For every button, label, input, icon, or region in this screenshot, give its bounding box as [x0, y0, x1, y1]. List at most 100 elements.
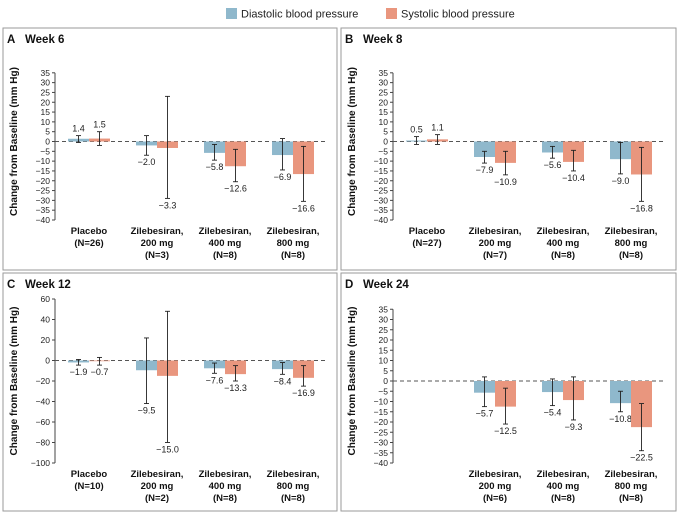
value-label-systolic: −0.7 — [91, 367, 109, 377]
y-tick-label: 5 — [383, 366, 388, 376]
category-n: (N=26) — [74, 238, 103, 249]
y-tick-label: 35 — [379, 68, 389, 78]
value-label-systolic: −10.9 — [494, 177, 517, 187]
value-label-diastolic: −7.6 — [206, 375, 224, 385]
category-dose: 200 mg — [479, 238, 512, 249]
y-tick-label: 30 — [41, 78, 51, 88]
bar-group: −7.9−10.9 Zilebesiran,200 mg(N=7) — [469, 141, 522, 261]
y-tick-label: 15 — [41, 107, 51, 117]
y-tick-label: 20 — [41, 335, 51, 345]
bar-group: −5.6−10.4 Zilebesiran,400 mg(N=8) — [537, 141, 590, 261]
value-label-systolic: −12.5 — [494, 426, 517, 436]
y-tick-label: 10 — [379, 117, 389, 127]
bar-group: −1.9 −0.7 Placebo(N=10) — [68, 356, 110, 492]
value-label-diastolic: −5.8 — [206, 162, 224, 172]
y-tick-label: 0 — [383, 137, 388, 147]
bar-group: 0.5 1.1 Placebo(N=27) — [406, 123, 448, 249]
category-n: (N=8) — [551, 493, 575, 504]
value-label-diastolic: −6.9 — [274, 172, 292, 182]
category-label: Zilebesiran, — [469, 226, 522, 237]
category-n: (N=27) — [412, 238, 441, 249]
y-tick-label: 15 — [379, 345, 389, 355]
category-dose: 200 mg — [479, 481, 512, 492]
value-label-systolic: −16.6 — [292, 203, 315, 213]
y-tick-label: 5 — [383, 127, 388, 137]
y-tick-label: 30 — [379, 315, 389, 325]
y-tick-label: −10 — [36, 156, 51, 166]
value-label-systolic: −13.3 — [224, 383, 247, 393]
value-label-systolic: 1.5 — [93, 120, 106, 130]
y-axis-label: Change from Baseline (mm Hg) — [9, 67, 20, 216]
panel-letter: C — [7, 279, 15, 291]
bar-group: −5.4−9.3 Zilebesiran,400 mg(N=8) — [537, 376, 590, 504]
y-tick-label: −40 — [36, 397, 51, 407]
y-tick-label: 20 — [379, 97, 389, 107]
category-n: (N=10) — [74, 481, 103, 492]
panel-title: Week 6 — [25, 34, 64, 46]
panel-title: Week 12 — [25, 279, 71, 291]
bar-diastolic — [474, 141, 495, 158]
category-dose: 400 mg — [547, 238, 580, 249]
category-label: Zilebesiran, — [131, 469, 184, 480]
bar-group: −9.0 −16.8 Zilebesiran,800 mg(N=8) — [605, 141, 658, 261]
value-label-diastolic: 0.5 — [410, 125, 423, 135]
category-label: Zilebesiran, — [537, 469, 590, 480]
category-n: (N=8) — [281, 250, 305, 261]
category-dose: 400 mg — [209, 238, 242, 249]
category-n: (N=8) — [619, 493, 643, 504]
category-dose: 400 mg — [547, 481, 580, 492]
y-tick-label: −20 — [36, 176, 51, 186]
legend-label-diastolic: Diastolic blood pressure — [241, 9, 358, 21]
category-label: Placebo — [71, 226, 108, 237]
category-dose: 200 mg — [141, 481, 174, 492]
category-n: (N=8) — [213, 493, 237, 504]
y-tick-label: −15 — [374, 407, 389, 417]
y-tick-label: 30 — [379, 78, 389, 88]
y-tick-label: 5 — [45, 127, 50, 137]
category-dose: 400 mg — [209, 481, 242, 492]
y-tick-label: −30 — [374, 438, 389, 448]
value-label-diastolic: −5.7 — [476, 409, 494, 419]
y-tick-label: −20 — [36, 376, 51, 386]
value-label-systolic: −10.4 — [562, 173, 585, 183]
y-tick-label: −35 — [374, 448, 389, 458]
y-tick-label: −20 — [374, 417, 389, 427]
bar-group: −7.6−13.3 Zilebesiran,400 mg(N=8) — [199, 360, 252, 504]
value-label-systolic: −22.5 — [630, 453, 653, 463]
category-label: Zilebesiran, — [199, 226, 252, 237]
category-n: (N=3) — [145, 250, 169, 261]
value-label-diastolic: −9.0 — [612, 176, 630, 186]
category-dose: 800 mg — [615, 238, 648, 249]
category-label: Placebo — [409, 226, 446, 237]
value-label-diastolic: 1.4 — [72, 124, 85, 134]
value-label-systolic: −3.3 — [159, 200, 177, 210]
y-tick-label: −80 — [36, 438, 51, 448]
y-tick-label: −15 — [374, 166, 389, 176]
y-tick-label: 25 — [41, 87, 51, 97]
y-axis-label: Change from Baseline (mm Hg) — [9, 307, 20, 456]
y-tick-label: 60 — [41, 294, 51, 304]
y-tick-label: −5 — [378, 146, 388, 156]
category-label: Zilebesiran, — [267, 226, 320, 237]
y-tick-label: −25 — [36, 186, 51, 196]
category-label: Zilebesiran, — [199, 469, 252, 480]
y-tick-label: −25 — [374, 186, 389, 196]
category-n: (N=2) — [145, 493, 169, 504]
y-tick-label: −40 — [374, 215, 389, 225]
value-label-systolic: 1.1 — [431, 123, 444, 133]
bar-group: −5.8 −12.6 Zilebesiran,400 mg(N=8) — [199, 141, 252, 261]
bar-group: 1.4 1.5 Placebo(N=26) — [68, 120, 110, 249]
y-tick-label: −30 — [374, 195, 389, 205]
legend-swatch-diastolic — [226, 8, 237, 19]
y-tick-label: −5 — [378, 386, 388, 396]
y-tick-label: −10 — [374, 397, 389, 407]
y-tick-label: 0 — [383, 376, 388, 386]
y-tick-label: −15 — [36, 166, 51, 176]
legend-swatch-systolic — [386, 8, 397, 19]
category-label: Zilebesiran, — [605, 226, 658, 237]
value-label-diastolic: −8.4 — [274, 376, 292, 386]
y-tick-label: −35 — [374, 205, 389, 215]
category-label: Zilebesiran, — [537, 226, 590, 237]
